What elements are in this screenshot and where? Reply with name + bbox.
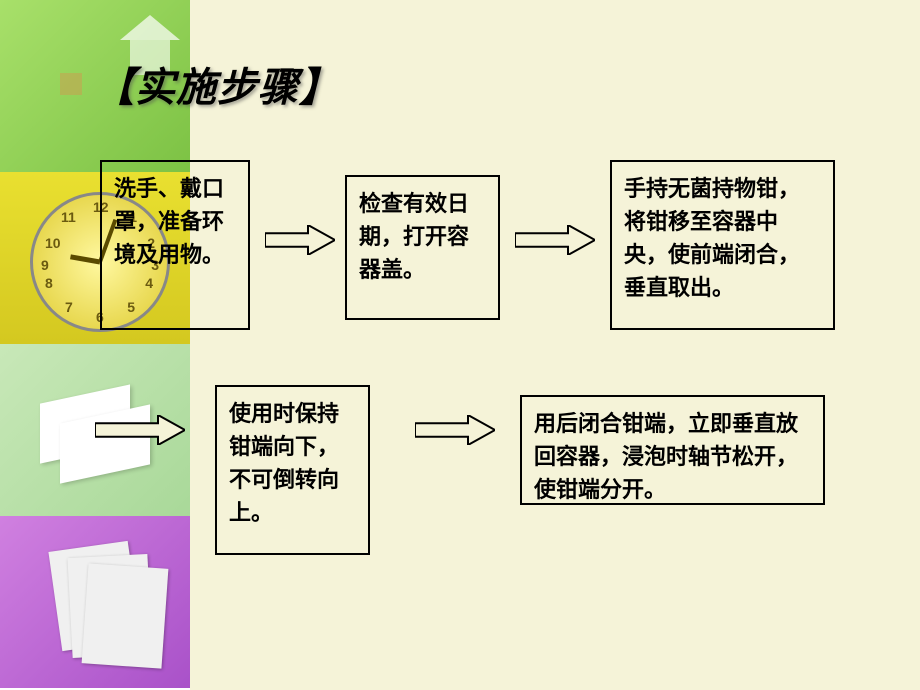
flowchart-arrow-a1 — [265, 225, 335, 255]
sidebar-tile-papers — [0, 516, 200, 688]
main-content-area: 【实施步骤】 洗手、戴口罩，准备环境及用物。检查有效日期，打开容器盖。手持无菌持… — [190, 0, 920, 690]
flowchart-node-n2: 检查有效日期，打开容器盖。 — [345, 175, 500, 320]
flowchart-node-n1: 洗手、戴口罩，准备环境及用物。 — [100, 160, 250, 330]
title-row: 【实施步骤】 — [60, 55, 340, 113]
flowchart-arrow-a4 — [415, 415, 495, 445]
flowchart-arrow-a3 — [95, 415, 185, 445]
flowchart-arrow-a2 — [515, 225, 595, 255]
flowchart-node-n3: 手持无菌持物钳，将钳移至容器中央，使前端闭合，垂直取出。 — [610, 160, 835, 330]
flowchart-node-n5: 用后闭合钳端，立即垂直放回容器，浸泡时轴节松开，使钳端分开。 — [520, 395, 825, 505]
flowchart-node-n4: 使用时保持钳端向下，不可倒转向上。 — [215, 385, 370, 555]
title-bullet-icon — [60, 73, 82, 95]
page-title: 【实施步骤】 — [94, 55, 340, 113]
